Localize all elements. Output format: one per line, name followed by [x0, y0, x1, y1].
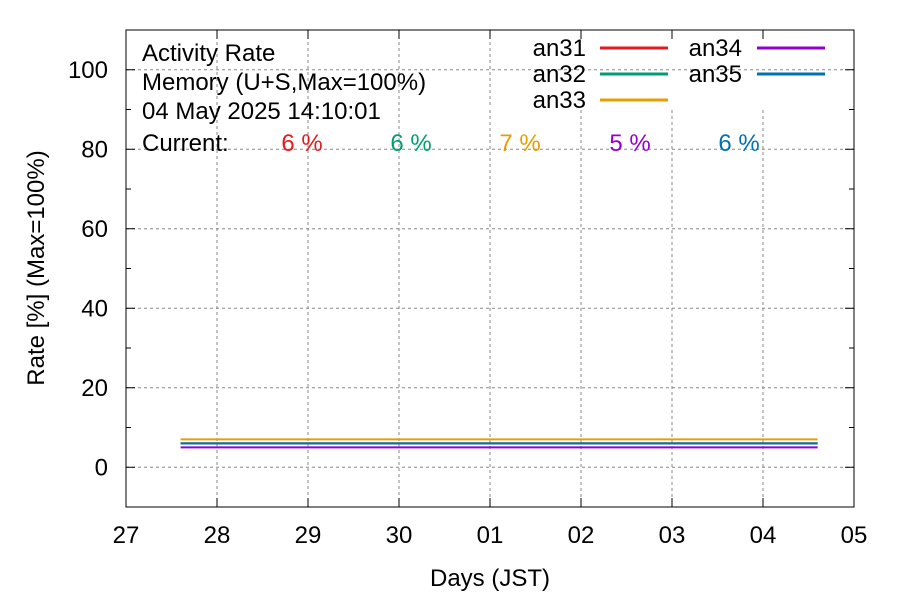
legend-label-an32: an32 — [533, 61, 586, 88]
y-axis-label: Rate [%] (Max=100%) — [23, 150, 50, 385]
current-value-an32: 6 % — [390, 130, 431, 157]
current-label: Current: — [142, 130, 229, 157]
current-value-an33: 7 % — [499, 130, 540, 157]
legend-label-an35: an35 — [689, 61, 742, 88]
current-values: 6 % 6 % 7 % 5 % 6 % — [281, 130, 759, 157]
title-line-1: Activity Rate — [142, 40, 275, 67]
y-tick-label: 40 — [81, 295, 108, 322]
current-value-an34: 5 % — [609, 130, 650, 157]
x-tick-label: 03 — [659, 522, 686, 549]
x-tick-label: 04 — [750, 522, 777, 549]
x-tick-label: 01 — [477, 522, 504, 549]
legend-label-an34: an34 — [689, 35, 742, 62]
y-tick-label: 80 — [81, 136, 108, 163]
y-tick-label: 60 — [81, 216, 108, 243]
x-tick-label: 28 — [204, 522, 231, 549]
current-value-an31: 6 % — [281, 130, 322, 157]
y-tick-label: 0 — [95, 454, 108, 481]
x-tick-label: 02 — [568, 522, 595, 549]
title-line-3: 04 May 2025 14:10:01 — [142, 98, 381, 125]
y-tick-label: 100 — [68, 57, 108, 84]
legend-label-an31: an31 — [533, 35, 586, 62]
y-tick-label: 20 — [81, 375, 108, 402]
grid — [126, 30, 854, 507]
x-tick-label: 29 — [295, 522, 322, 549]
x-tick-label: 30 — [386, 522, 413, 549]
x-tick-label: 05 — [841, 522, 868, 549]
series-lines — [180, 438, 818, 449]
title-line-2: Memory (U+S,Max=100%) — [142, 69, 426, 96]
x-tick-label: 27 — [113, 522, 140, 549]
axis-ticks: 0 20 40 60 80 100 27 28 29 30 01 02 03 04 05 — [68, 29, 868, 549]
x-axis-label: Days (JST) — [430, 565, 550, 592]
current-value-an35: 6 % — [718, 130, 759, 157]
legend-label-an33: an33 — [533, 87, 586, 114]
